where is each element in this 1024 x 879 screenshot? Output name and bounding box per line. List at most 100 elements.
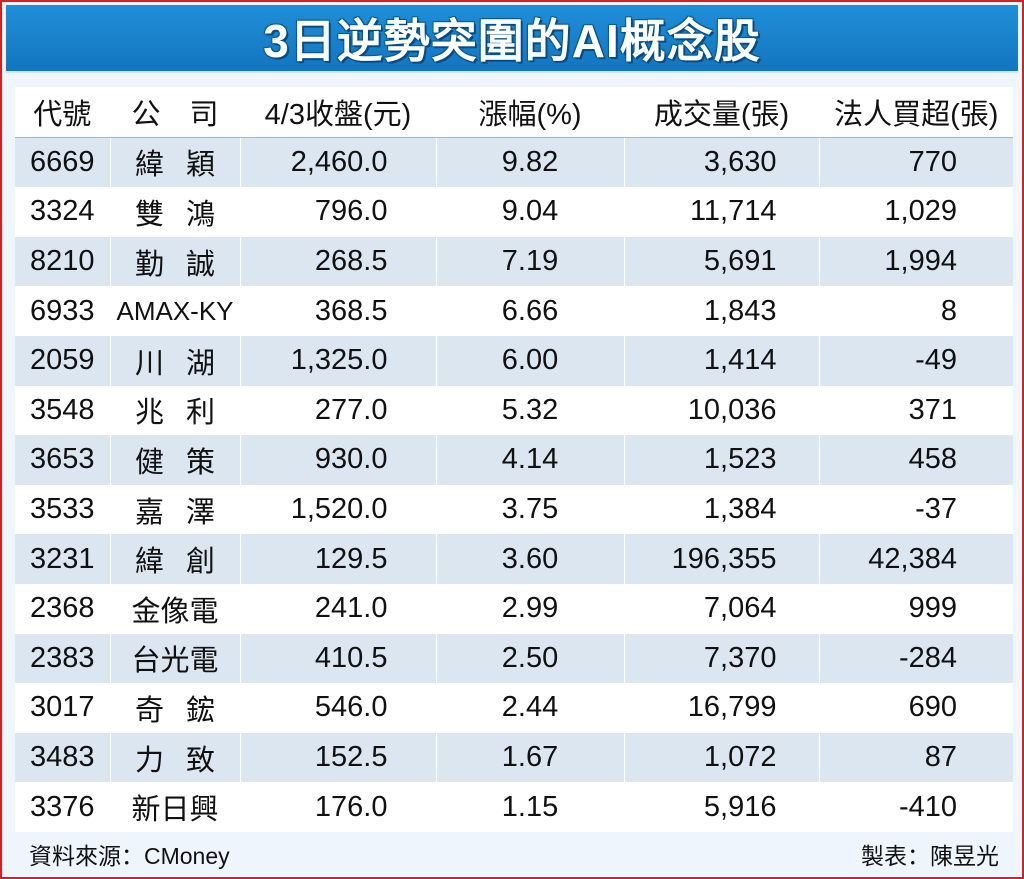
volume: 196,355	[624, 534, 820, 584]
close-price: 796.0	[240, 187, 437, 237]
credit-note: 製表：陳昱光	[861, 843, 999, 869]
change-pct: 5.32	[436, 385, 625, 436]
institutional-net-buy: -37	[915, 493, 957, 526]
company-name: AMAX-KY	[110, 286, 241, 336]
company-name: 緯穎	[110, 137, 241, 188]
table-row: 3324 雙鴻 796.0 9.04 11,714 1,029	[15, 187, 1013, 237]
change-pct: 4.14	[436, 435, 625, 485]
company-name: 奇鋐	[110, 683, 241, 733]
change-pct: 1.67	[436, 732, 625, 783]
close-price: 176.0	[240, 782, 437, 832]
institutional-net-buy: -284	[898, 641, 957, 674]
table-row: 2383 台光電 410.5 2.50 7,370 -284	[15, 633, 1013, 684]
volume: 7,064	[624, 583, 820, 634]
header-change-pct: 漲幅(%)	[436, 87, 625, 138]
close-price: 368.5	[240, 286, 437, 336]
stock-code: 3533	[15, 484, 111, 535]
close-price: 930.0	[240, 435, 437, 485]
header-company: 公 司	[110, 87, 241, 138]
change-pct: 9.04	[436, 187, 625, 237]
header-volume: 成交量(張)	[624, 87, 820, 138]
table-row: 6933 AMAX-KY 368.5 6.66 1,843 8	[15, 286, 1013, 336]
change-pct: 1.15	[436, 782, 625, 832]
close-price: 129.5	[240, 534, 437, 584]
volume: 1,523	[624, 435, 820, 485]
header-institutional: 法人買超(張)	[819, 87, 1013, 138]
title-bar: 3日逆勢突圍的AI概念股	[6, 5, 1018, 73]
change-pct: 3.75	[436, 484, 625, 535]
stock-code: 3231	[15, 534, 111, 584]
company-name: 台光電	[110, 633, 241, 684]
stock-code: 3483	[15, 732, 111, 783]
volume: 10,036	[624, 385, 820, 436]
change-pct: 7.19	[436, 236, 625, 287]
institutional-net-buy: 8	[940, 294, 957, 327]
stock-code: 6669	[15, 137, 111, 188]
volume: 1,414	[624, 335, 820, 386]
institutional-net-buy: 1,029	[884, 195, 957, 228]
table-row: 3653 健策 930.0 4.14 1,523 458	[15, 435, 1013, 485]
header-close: 4/3收盤(元)	[240, 87, 437, 138]
company-name: 力致	[110, 732, 241, 783]
close-price: 410.5	[240, 633, 437, 684]
table-row: 8210 勤誠 268.5 7.19 5,691 1,994	[15, 236, 1013, 287]
change-pct: 2.44	[436, 683, 625, 733]
table-row: 3483 力致 152.5 1.67 1,072 87	[15, 732, 1013, 783]
stock-code: 6933	[15, 286, 111, 336]
institutional-net-buy: -410	[898, 790, 957, 823]
company-name: 嘉澤	[110, 484, 241, 535]
table-row: 3017 奇鋐 546.0 2.44 16,799 690	[15, 683, 1013, 733]
change-pct: 3.60	[436, 534, 625, 584]
change-pct: 6.00	[436, 335, 625, 386]
company-name: 川湖	[110, 335, 241, 386]
stock-code: 3653	[15, 435, 111, 485]
close-price: 1,520.0	[240, 484, 437, 535]
company-name: 緯創	[110, 534, 241, 584]
table-row: 3548 兆利 277.0 5.32 10,036 371	[15, 385, 1013, 436]
volume: 3,630	[624, 137, 820, 188]
stock-code: 3376	[15, 782, 111, 832]
stock-table: 代號 公 司 4/3收盤(元) 漲幅(%) 成交量(張) 法人買超(張) 666…	[15, 87, 1013, 832]
institutional-net-buy: -49	[915, 344, 957, 377]
institutional-net-buy: 1,994	[884, 245, 957, 278]
company-name: 兆利	[110, 385, 241, 436]
source-note: 資料來源：CMoney	[29, 843, 230, 869]
volume: 5,691	[624, 236, 820, 287]
change-pct: 6.66	[436, 286, 625, 336]
table-row: 3533 嘉澤 1,520.0 3.75 1,384 -37	[15, 484, 1013, 535]
company-name: 勤誠	[110, 236, 241, 287]
company-name: 金像電	[110, 583, 241, 634]
volume: 7,370	[624, 633, 820, 684]
change-pct: 2.99	[436, 583, 625, 634]
close-price: 1,325.0	[240, 335, 437, 386]
institutional-net-buy: 999	[908, 592, 957, 625]
header-row: 代號 公 司 4/3收盤(元) 漲幅(%) 成交量(張) 法人買超(張)	[15, 87, 1013, 138]
close-price: 268.5	[240, 236, 437, 287]
institutional-net-buy: 770	[908, 145, 957, 178]
page-title: 3日逆勢突圍的AI概念股	[263, 15, 761, 67]
volume: 1,072	[624, 732, 820, 783]
change-pct: 2.50	[436, 633, 625, 684]
stock-table-container: 代號 公 司 4/3收盤(元) 漲幅(%) 成交量(張) 法人買超(張) 666…	[15, 87, 1013, 832]
volume: 11,714	[624, 187, 820, 237]
close-price: 152.5	[240, 732, 437, 783]
volume: 5,916	[624, 782, 820, 832]
table-row: 6669 緯穎 2,460.0 9.82 3,630 770	[15, 137, 1013, 188]
institutional-net-buy: 458	[908, 443, 957, 476]
institutional-net-buy: 690	[908, 691, 957, 724]
stock-code: 8210	[15, 236, 111, 287]
volume: 16,799	[624, 683, 820, 733]
institutional-net-buy: 371	[908, 393, 957, 426]
table-row: 2368 金像電 241.0 2.99 7,064 999	[15, 583, 1013, 634]
company-name: 健策	[110, 435, 241, 485]
company-name: 雙鴻	[110, 187, 241, 237]
footer: 資料來源：CMoney 製表：陳昱光	[15, 834, 1013, 874]
volume: 1,384	[624, 484, 820, 535]
stock-code: 2368	[15, 583, 111, 634]
close-price: 546.0	[240, 683, 437, 733]
company-name: 新日興	[110, 782, 241, 832]
header-code: 代號	[15, 87, 111, 138]
stock-code: 3324	[15, 187, 111, 237]
stock-code: 2059	[15, 335, 111, 386]
